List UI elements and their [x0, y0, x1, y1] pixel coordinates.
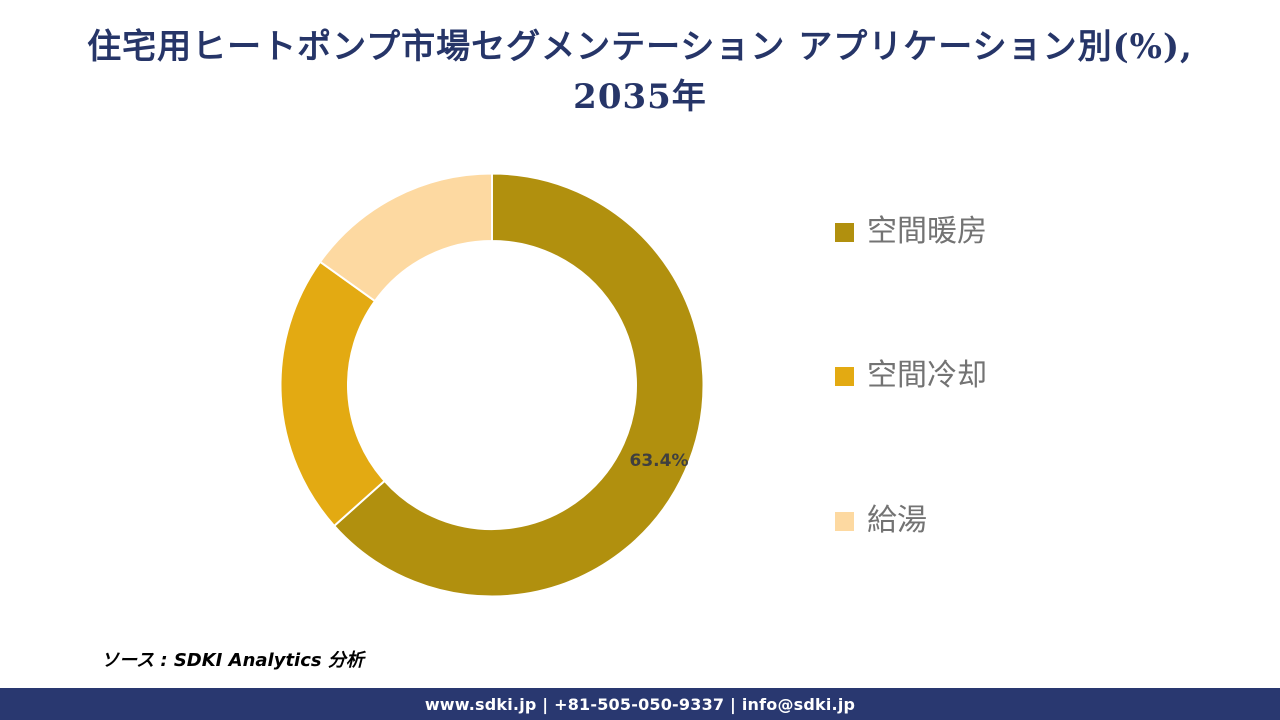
donut-chart-svg: 63.4% [279, 172, 705, 598]
footer-bar: www.sdki.jp | +81-505-050-9337 | info@sd… [0, 688, 1280, 720]
legend-swatch-water-heating [835, 511, 854, 531]
pie-segment-2 [318, 172, 493, 303]
chart-title: 住宅用ヒートポンプ市場セグメンテーション アプリケーション別(%), 2035年 [40, 22, 1240, 122]
legend-item-water-heating: 給湯 [835, 501, 927, 541]
legend-item-space-cooling: 空間冷却 [835, 356, 987, 396]
pie-segment-0 [332, 172, 705, 598]
legend-swatch-space-heating [835, 222, 854, 242]
legend-item-space-heating: 空間暖房 [835, 212, 987, 252]
source-attribution: ソース : SDKI Analytics 分析 [101, 650, 364, 671]
data-label-0: 63.4% [630, 451, 689, 471]
legend-label-space-heating: 空間暖房 [867, 214, 987, 249]
chart-legend: 空間暖房 空間冷却 給湯 [835, 0, 1255, 720]
chart-title-line-1: 住宅用ヒートポンプ市場セグメンテーション アプリケーション別(%), [87, 27, 1193, 67]
footer-contact-text: www.sdki.jp | +81-505-050-9337 | info@sd… [424, 694, 856, 714]
pie-segment-1 [279, 260, 386, 528]
chart-title-line-2: 2035年 [573, 77, 707, 117]
legend-label-water-heating: 給湯 [867, 503, 927, 538]
legend-label-space-cooling: 空間冷却 [867, 358, 987, 393]
legend-swatch-space-cooling [835, 366, 854, 386]
donut-chart: 63.4% [272, 165, 712, 605]
